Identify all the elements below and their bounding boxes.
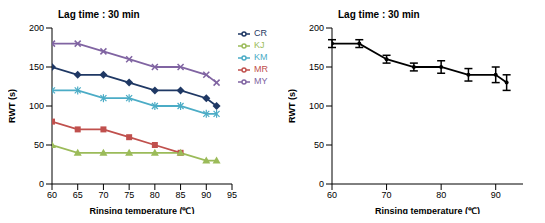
svg-text:90: 90 xyxy=(201,190,211,200)
svg-text:RWT (s): RWT (s) xyxy=(8,89,17,123)
svg-text:75: 75 xyxy=(124,190,134,200)
svg-text:65: 65 xyxy=(73,190,83,200)
svg-text:RWT (s): RWT (s) xyxy=(288,89,297,123)
svg-text:70: 70 xyxy=(98,190,108,200)
html-text:KJ: KJ xyxy=(254,40,265,51)
html-text:CR: CR xyxy=(254,28,267,39)
html-text:MR: MR xyxy=(254,64,268,75)
svg-text:60: 60 xyxy=(47,190,57,200)
svg-text:150: 150 xyxy=(29,62,44,72)
html-text:Lag time : 30 min: Lag time : 30 min xyxy=(58,9,140,20)
svg-text:0: 0 xyxy=(39,179,44,189)
svg-text:85: 85 xyxy=(176,190,186,200)
svg-text:50: 50 xyxy=(314,140,324,150)
svg-text:80: 80 xyxy=(436,190,446,200)
svg-text:100: 100 xyxy=(309,101,324,111)
svg-text:Rinsing temperature (℃): Rinsing temperature (℃) xyxy=(375,206,480,214)
html-text:MY: MY xyxy=(254,76,268,87)
svg-text:80: 80 xyxy=(150,190,160,200)
svg-text:95: 95 xyxy=(227,190,237,200)
svg-text:50: 50 xyxy=(34,140,44,150)
svg-text:90: 90 xyxy=(491,190,501,200)
svg-text:60: 60 xyxy=(327,190,337,200)
html-text:KM: KM xyxy=(254,52,268,63)
svg-text:200: 200 xyxy=(29,23,44,33)
svg-text:70: 70 xyxy=(382,190,392,200)
svg-text:Rinsing temperature (℃): Rinsing temperature (℃) xyxy=(89,206,194,214)
svg-text:150: 150 xyxy=(309,62,324,72)
html-text:Lag time : 30 min: Lag time : 30 min xyxy=(338,9,420,20)
svg-text:200: 200 xyxy=(309,23,324,33)
svg-text:100: 100 xyxy=(29,101,44,111)
svg-text:0: 0 xyxy=(319,179,324,189)
